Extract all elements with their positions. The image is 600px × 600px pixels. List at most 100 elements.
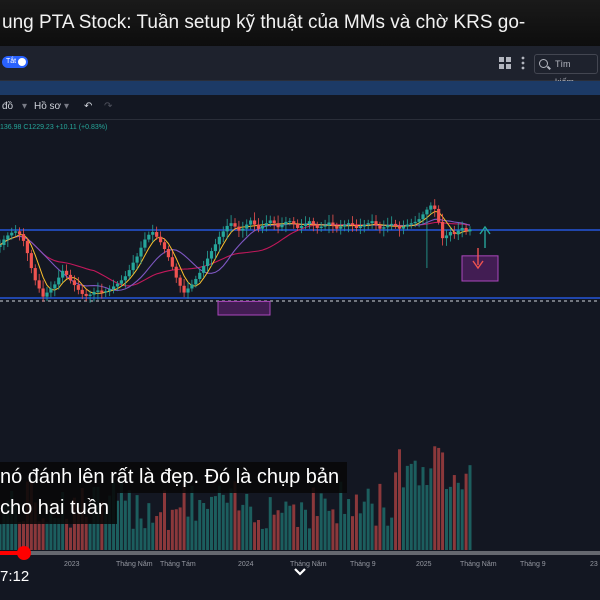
volume-bar	[127, 490, 131, 550]
volume-bar	[292, 504, 296, 550]
time-axis-label: Tháng Năm	[460, 561, 497, 568]
more-icon[interactable]	[517, 54, 529, 72]
candle-body	[311, 221, 315, 225]
candle-body	[96, 290, 100, 292]
candle-body	[198, 272, 202, 279]
candle-body	[80, 289, 84, 294]
progress-scrubber[interactable]	[17, 546, 31, 560]
candle-body	[452, 232, 456, 235]
volume-bar	[213, 496, 217, 550]
search-input[interactable]: Tìm kiếm...	[534, 54, 598, 87]
candle-body	[53, 284, 57, 289]
candle-body	[33, 268, 37, 281]
candle-body	[374, 221, 378, 226]
volume-bar	[147, 503, 151, 550]
volume-bar	[390, 517, 394, 550]
volume-bar	[370, 503, 374, 550]
candle-body	[284, 221, 288, 225]
candle-body	[123, 276, 127, 281]
volume-bar	[37, 521, 41, 550]
candle-body	[225, 225, 229, 232]
volume-bar	[343, 513, 347, 550]
volume-bar	[194, 520, 198, 550]
time-axis-label: Tháng 9	[350, 561, 376, 568]
volume-bar	[468, 465, 472, 550]
volume-bar	[170, 509, 174, 550]
toggle-switch[interactable]: Tắt	[2, 56, 28, 68]
volume-bar	[186, 516, 190, 550]
volume-bar	[45, 522, 49, 550]
candle-body	[139, 247, 143, 257]
volume-bar	[284, 501, 288, 550]
volume-bar	[374, 525, 378, 550]
volume-bar	[366, 488, 370, 550]
candle-body	[440, 221, 445, 239]
candle-body	[104, 291, 108, 293]
candle-body	[331, 222, 335, 226]
volume-bar	[119, 480, 123, 550]
candle-body	[370, 221, 374, 224]
candle-body	[264, 223, 268, 226]
volume-bar	[151, 522, 155, 550]
volume-bar	[327, 510, 331, 550]
volume-bar	[323, 498, 327, 550]
redo-icon[interactable]: ↷	[104, 101, 113, 112]
candle-body	[10, 232, 14, 236]
caption-line-1: nó đánh lên rất là đẹp. Đó là chụp bản	[0, 462, 348, 493]
candle-body	[119, 280, 124, 284]
candle-body	[25, 240, 30, 254]
subtitle-caption: nó đánh lên rất là đẹp. Đó là chụp bản c…	[0, 462, 348, 524]
volume-bar	[229, 488, 233, 550]
volume-bar	[382, 507, 386, 550]
volume-bar	[398, 449, 401, 550]
candle-body	[425, 209, 429, 215]
time-axis-label: Tháng Năm	[116, 561, 153, 568]
profile-chevron-icon[interactable]: ▾	[64, 101, 70, 112]
volume-bar	[339, 481, 343, 550]
volume-bar	[57, 518, 61, 550]
candle-body	[229, 223, 233, 226]
volume-bar	[401, 487, 405, 550]
candle-body	[108, 289, 112, 292]
candle-body	[72, 280, 77, 286]
current-time: 7:12	[0, 568, 30, 585]
chart-type-button[interactable]: đồ	[2, 101, 14, 112]
volume-bar	[354, 494, 358, 550]
toolbar-strip	[0, 81, 600, 95]
volume-bar	[405, 465, 409, 550]
volume-bar	[14, 505, 18, 550]
candle-body	[45, 292, 49, 297]
volume-bar	[300, 502, 304, 550]
volume-bar	[174, 509, 178, 550]
candle-body	[245, 224, 249, 229]
volume-bar	[296, 526, 300, 550]
volume-bar	[276, 510, 280, 550]
chevron-down-icon[interactable]	[293, 566, 307, 578]
candle-body	[307, 221, 312, 224]
candle-body	[433, 205, 437, 209]
candle-body	[464, 227, 468, 232]
volume-bar	[417, 485, 421, 550]
progress-bar[interactable]	[0, 546, 600, 560]
candle-body	[323, 225, 327, 227]
candle-body	[233, 223, 237, 227]
time-axis-label: 23	[590, 561, 598, 568]
grid-icon[interactable]	[497, 54, 513, 72]
volume-bar	[163, 490, 166, 550]
candle-body	[29, 253, 33, 269]
candle-body	[76, 285, 80, 290]
profile-button[interactable]: Hồ sơ	[34, 101, 62, 112]
undo-icon[interactable]: ↶	[84, 101, 93, 112]
arrow-down-icon	[472, 248, 484, 270]
candle-body	[288, 221, 292, 223]
volume-bar	[76, 508, 80, 550]
candles	[0, 199, 472, 303]
candle-body	[335, 225, 339, 229]
volume-bar	[421, 467, 425, 550]
candle-body	[276, 223, 280, 228]
chevron-small-icon[interactable]: ▾	[22, 101, 28, 112]
candle-body	[468, 229, 472, 232]
volume-bar	[221, 494, 225, 550]
candle-body	[292, 221, 296, 224]
